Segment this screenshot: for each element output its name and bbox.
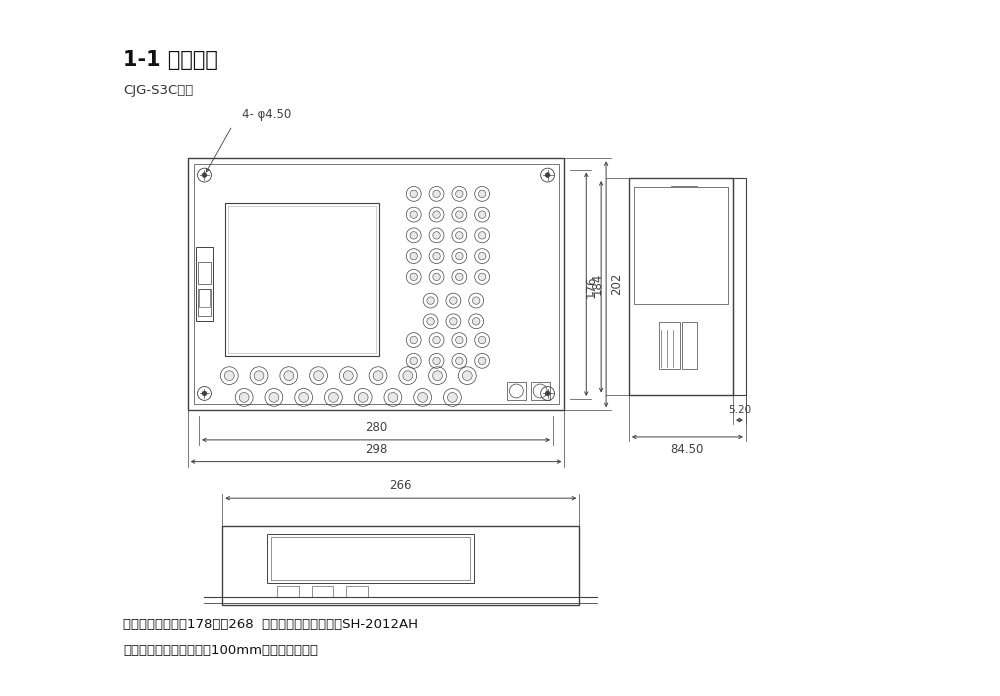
Bar [267,534,474,583]
Circle shape [254,371,264,381]
Circle shape [478,357,486,365]
Circle shape [545,391,550,396]
Circle shape [478,232,486,239]
Circle shape [202,173,207,177]
Circle shape [478,273,486,280]
Circle shape [410,211,417,219]
Circle shape [472,317,480,325]
Bar [277,586,299,597]
Circle shape [545,173,550,177]
Circle shape [343,371,353,381]
Circle shape [462,371,472,381]
Bar [199,289,210,306]
Bar [531,381,550,400]
Circle shape [456,357,463,365]
Circle shape [410,190,417,198]
Circle shape [418,393,428,402]
Text: CJG-S3C安装: CJG-S3C安装 [123,84,193,97]
Bar [312,586,333,597]
Circle shape [373,371,383,381]
Bar [659,322,680,370]
Text: 84.50: 84.50 [671,443,704,456]
Bar [198,289,211,317]
Text: 176: 176 [584,276,597,298]
Circle shape [433,371,442,381]
Text: 298: 298 [365,443,387,456]
Circle shape [284,371,294,381]
Circle shape [450,317,457,325]
Text: 202: 202 [610,273,623,296]
Circle shape [478,190,486,198]
Circle shape [456,253,463,260]
Bar [682,322,697,370]
Circle shape [447,393,457,402]
Circle shape [456,336,463,344]
Text: 注意：系统后部务必留出100mm以上的安装空间: 注意：系统后部务必留出100mm以上的安装空间 [123,644,318,658]
Circle shape [410,253,417,260]
Circle shape [433,232,440,239]
Circle shape [410,232,417,239]
Circle shape [403,371,413,381]
Circle shape [433,336,440,344]
Circle shape [478,336,486,344]
Circle shape [456,190,463,198]
Bar [228,206,376,353]
Text: 280: 280 [365,421,387,434]
Bar [507,381,526,400]
Circle shape [427,317,434,325]
Circle shape [388,393,398,402]
Text: 1-1 安装尺寸: 1-1 安装尺寸 [123,49,218,70]
Circle shape [450,297,457,304]
Circle shape [410,357,417,365]
Circle shape [433,190,440,198]
Text: 4- φ4.50: 4- φ4.50 [242,108,291,120]
Bar [634,187,728,304]
Circle shape [239,393,249,402]
Bar [225,203,379,356]
Circle shape [224,371,234,381]
Bar [188,158,564,410]
Circle shape [410,273,417,280]
Circle shape [433,273,440,280]
Circle shape [328,393,338,402]
Circle shape [478,253,486,260]
Circle shape [433,253,440,260]
Circle shape [410,336,417,344]
Circle shape [314,371,323,381]
Bar [198,262,211,284]
Bar [733,178,746,395]
Circle shape [358,393,368,402]
Bar [629,178,733,395]
Bar [346,586,368,597]
Circle shape [427,297,434,304]
Bar [196,247,213,322]
Circle shape [456,232,463,239]
Text: 184: 184 [590,273,603,296]
Text: 机筱开孔尺寸：高178，宽268  系统安装尺寸完全兼容SH-2012AH: 机筱开孔尺寸：高178，宽268 系统安装尺寸完全兼容SH-2012AH [123,618,418,631]
Bar [222,526,579,605]
Circle shape [456,211,463,219]
Text: 266: 266 [390,480,412,492]
Circle shape [456,273,463,280]
Circle shape [472,297,480,304]
Bar [194,164,559,404]
Text: 5.20: 5.20 [728,405,751,416]
Circle shape [433,211,440,219]
Circle shape [433,357,440,365]
Circle shape [299,393,309,402]
Circle shape [478,211,486,219]
Bar [271,537,470,580]
Circle shape [202,391,207,396]
Circle shape [269,393,279,402]
